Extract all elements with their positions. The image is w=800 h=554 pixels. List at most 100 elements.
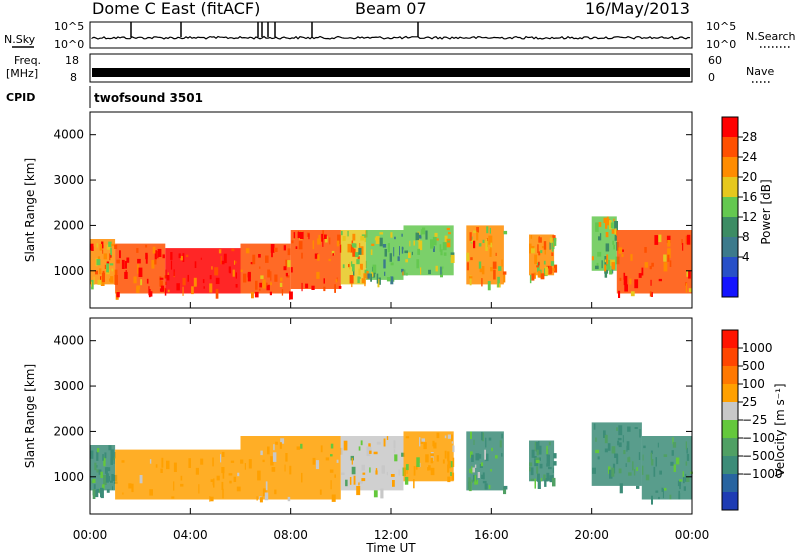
region-speckle <box>280 278 282 282</box>
region-speckle <box>291 267 293 272</box>
region-speckle <box>362 465 365 471</box>
region-speckle <box>181 476 183 481</box>
region-speckle <box>122 260 125 269</box>
region-speckle <box>390 253 392 262</box>
nsearch-label: N.Search <box>746 30 796 43</box>
colorbar-swatch <box>722 474 738 492</box>
region-speckle <box>639 273 642 278</box>
region-speckle <box>183 287 184 296</box>
region-speckle <box>489 485 491 489</box>
region-speckle <box>529 462 532 466</box>
region-speckle <box>453 458 455 467</box>
region-speckle <box>174 269 175 276</box>
region-speckle <box>273 444 275 450</box>
x-tick-label: 16:00 <box>474 528 509 542</box>
colorbar-swatch <box>722 492 738 510</box>
region-speckle <box>380 489 383 499</box>
range-time-plot: Dome C East (fitACF) Beam 07 16/May/2013… <box>0 0 800 554</box>
region-speckle <box>592 468 596 474</box>
region-speckle <box>553 453 556 458</box>
region-speckle <box>345 480 348 487</box>
region-speckle <box>255 292 259 298</box>
region-speckle <box>119 250 121 258</box>
region-speckle <box>418 241 422 251</box>
region-speckle <box>425 231 427 240</box>
region-speckle <box>430 244 431 247</box>
region-speckle <box>96 452 98 461</box>
region-speckle <box>288 497 291 501</box>
region-speckle <box>287 260 291 267</box>
region-speckle <box>260 451 262 456</box>
region-speckle <box>618 247 622 253</box>
nave-tick-bottom: 0 <box>708 71 715 84</box>
region-speckle <box>483 472 485 479</box>
region-speckle <box>490 228 491 234</box>
region-speckle <box>664 262 668 271</box>
region-speckle <box>219 249 221 253</box>
region-speckle <box>104 253 107 259</box>
region-speckle <box>139 268 143 277</box>
region-speckle <box>479 454 481 459</box>
region-speckle <box>260 275 263 279</box>
x-tick-label: 08:00 <box>273 528 308 542</box>
colorbar-swatch <box>722 438 738 456</box>
region-speckle <box>105 265 106 269</box>
region-speckle <box>388 243 390 252</box>
region-speckle <box>686 283 687 292</box>
region-speckle <box>216 289 219 299</box>
region-speckle <box>137 259 141 264</box>
region-speckle <box>317 254 319 261</box>
region-speckle <box>282 289 283 295</box>
region-speckle <box>535 479 537 489</box>
x-tick-label: 00:00 <box>73 528 108 542</box>
colorbar-swatch <box>722 384 738 402</box>
region-speckle <box>552 249 554 252</box>
region-speckle <box>444 252 447 255</box>
region-speckle <box>267 285 270 291</box>
region-speckle <box>481 462 483 466</box>
region-speckle <box>501 260 502 267</box>
region-speckle <box>689 288 692 292</box>
region-speckle <box>613 245 615 250</box>
region-speckle <box>553 468 554 473</box>
region-speckle <box>542 246 544 248</box>
region-speckle <box>639 429 641 437</box>
region-speckle <box>379 232 383 234</box>
region-speckle <box>541 273 545 279</box>
region-speckle <box>673 442 676 448</box>
region-speckle <box>348 264 350 267</box>
region-speckle <box>614 454 618 459</box>
region-speckle <box>198 484 199 493</box>
colorbar-swatch <box>722 402 738 420</box>
region-speckle <box>670 495 672 500</box>
region-speckle <box>445 451 447 459</box>
region-speckle <box>644 247 647 253</box>
region-speckle <box>375 238 379 241</box>
region-speckle <box>554 238 557 246</box>
region-speckle <box>90 244 93 251</box>
region-speckle <box>236 272 237 278</box>
region-speckle <box>183 278 186 286</box>
region-speckle <box>288 248 291 255</box>
region-speckle <box>94 484 96 489</box>
region-speckle <box>604 218 608 223</box>
region-speckle <box>452 473 455 481</box>
region-speckle <box>98 280 102 285</box>
region-speckle <box>387 277 391 281</box>
region-speckle <box>406 464 409 470</box>
region-speckle <box>326 457 329 460</box>
region-speckle <box>229 266 231 272</box>
colorbar-swatch <box>722 237 738 257</box>
region-speckle <box>347 231 348 237</box>
region-speckle <box>102 454 104 461</box>
region-speckle <box>94 463 96 471</box>
region-speckle <box>186 255 188 257</box>
region-speckle <box>686 477 689 483</box>
region-speckle <box>234 260 235 264</box>
region-speckle <box>413 241 415 246</box>
region-speckle <box>391 263 394 266</box>
region-speckle <box>136 286 140 290</box>
region-speckle <box>529 467 531 471</box>
region-speckle <box>414 466 416 476</box>
region-speckle <box>241 270 243 273</box>
